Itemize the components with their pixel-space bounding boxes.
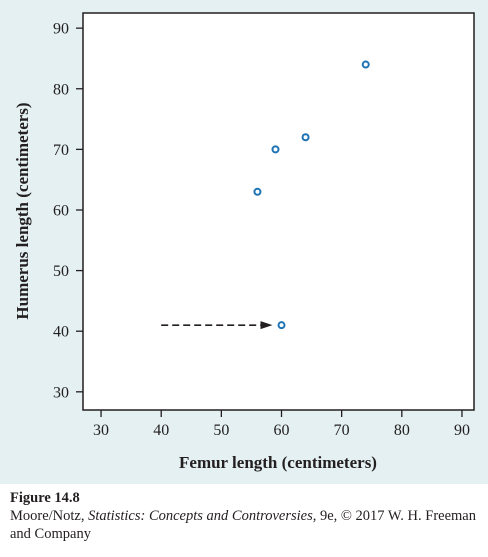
- y-tick-label: 40: [53, 324, 69, 341]
- x-tick-label: 60: [274, 422, 290, 439]
- y-axis-label: Humerus length (centimeters): [13, 102, 32, 319]
- x-tick-label: 80: [394, 422, 410, 439]
- y-tick-label: 50: [53, 263, 69, 280]
- y-tick-label: 80: [53, 81, 69, 98]
- data-point: [271, 145, 280, 154]
- arrow-head-icon: [260, 321, 273, 330]
- data-point: [253, 187, 262, 196]
- x-tick-label: 90: [454, 422, 470, 439]
- book-title: Statistics: Concepts and Controversies: [88, 508, 313, 524]
- x-tick-label: 40: [153, 422, 169, 439]
- data-point: [301, 133, 310, 142]
- credit-prefix: Moore/Notz,: [10, 508, 89, 524]
- annotations: [161, 321, 273, 330]
- y-tick-label: 70: [53, 142, 69, 159]
- axis-ticks: 30 40 50 60 70 80 90 30 40 50 60 70 80 90: [53, 21, 470, 439]
- x-axis-label: Femur length (centimeters): [179, 453, 377, 472]
- y-tick-label: 60: [53, 202, 69, 219]
- plot-area: [82, 12, 475, 411]
- x-tick-label: 50: [213, 422, 229, 439]
- data-point: [277, 321, 286, 330]
- credit-suffix: , 9e, © 2017 W. H. Freeman and Company: [10, 508, 476, 542]
- data-points: [253, 60, 370, 330]
- scatter-chart: 30 40 50 60 70 80 90 30 40 50 60 70 80 90 Femur lengt…: [13, 12, 475, 472]
- data-point: [361, 60, 370, 69]
- figure-caption: Figure 14.8 Moore/Notz, Statistics: Conc…: [10, 489, 480, 543]
- y-tick-label: 30: [53, 384, 69, 401]
- y-tick-label: 90: [53, 21, 69, 38]
- x-tick-label: 30: [93, 422, 109, 439]
- figure-credit: Moore/Notz, Statistics: Concepts and Con…: [10, 507, 480, 543]
- x-tick-label: 70: [334, 422, 350, 439]
- figure-label: Figure 14.8: [10, 490, 80, 506]
